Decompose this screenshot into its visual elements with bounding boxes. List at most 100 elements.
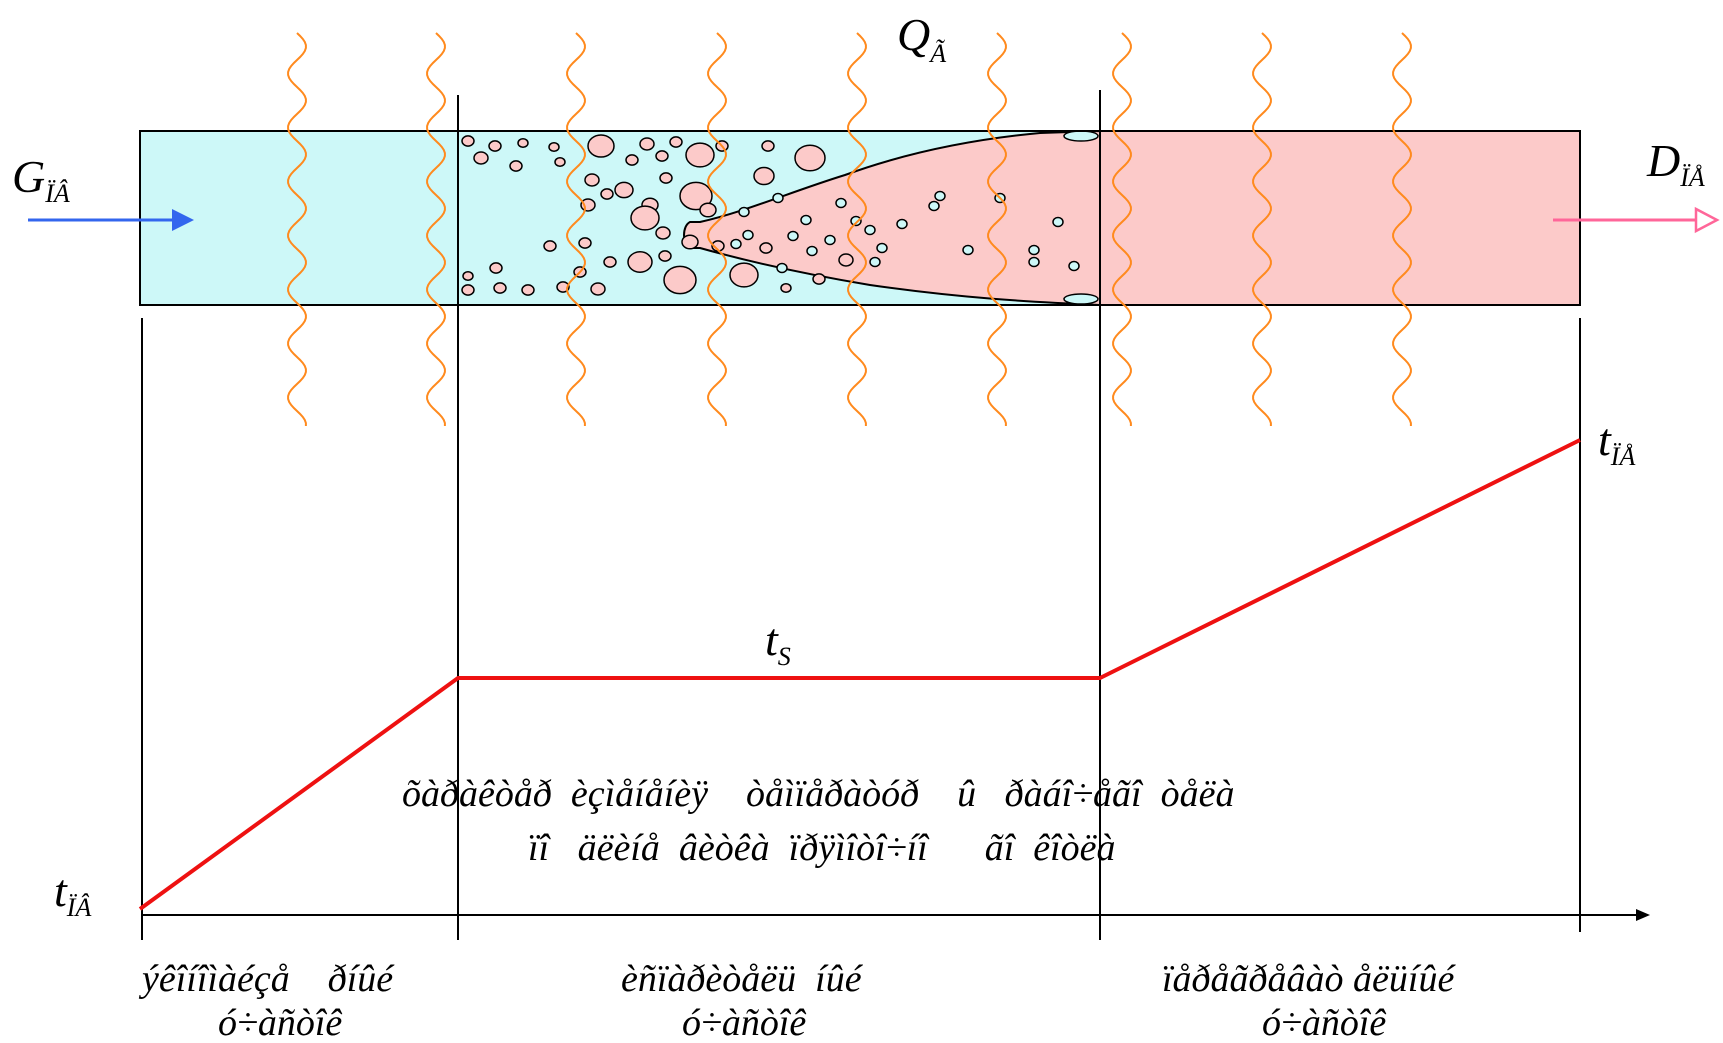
water-droplet — [1028, 244, 1040, 256]
steam-bubble — [517, 138, 529, 148]
evaporator-section-label-line2: ó÷àñòîê — [682, 1002, 806, 1043]
axis-arrowhead-icon — [1636, 909, 1650, 921]
steam-bubble — [554, 157, 566, 167]
steam-bubble — [603, 256, 617, 268]
steam-bubble — [462, 271, 474, 281]
steam-bubble — [655, 226, 671, 240]
steam-bubble — [838, 253, 854, 267]
water-droplet — [776, 262, 788, 274]
water-droplet — [824, 234, 836, 246]
water-droplet — [835, 197, 847, 209]
steam-bubble — [461, 284, 475, 296]
water-droplet — [730, 238, 742, 250]
temperature-profile-line — [138, 438, 1581, 911]
steam-zone — [1100, 131, 1580, 305]
steam-bubble — [659, 172, 673, 184]
steam-bubble — [663, 265, 697, 295]
outlet-flow-label: DÏÅ — [1646, 135, 1705, 192]
heat-wave-icon — [1112, 32, 1132, 426]
steam-bubble — [669, 136, 683, 148]
steam-bubble — [600, 188, 614, 200]
water-droplet — [772, 192, 784, 204]
water-droplet — [850, 215, 862, 227]
water-droplet — [1028, 256, 1040, 268]
water-droplet — [742, 229, 754, 241]
section-dividers — [141, 90, 1581, 940]
water-droplet — [1068, 260, 1080, 272]
economizer-section-label-line1: ýêîíîìàéçå ðíûé — [138, 958, 395, 1000]
steam-bubble — [580, 198, 596, 212]
steam-bubble — [473, 151, 489, 165]
steam-bubble — [685, 142, 715, 168]
steam-bubble — [461, 135, 475, 147]
steam-bubble — [556, 281, 570, 293]
evaporator-section-label-line1: èñïàðèòåëü íûé — [621, 958, 864, 1000]
steam-bubble — [780, 283, 792, 293]
water-droplet — [962, 244, 974, 256]
heat-waves — [287, 32, 1412, 426]
heat-wave-icon — [847, 32, 867, 426]
water-droplet — [876, 242, 888, 254]
heat-wave-icon — [1252, 32, 1272, 426]
water-droplet — [806, 245, 818, 257]
superheater-section-label-line1: ïåðåãðåâàò åëüíûé — [1162, 958, 1456, 1000]
steam-bubble — [521, 284, 535, 296]
heat-label: QÃ — [897, 9, 946, 68]
heat-wave-icon — [566, 32, 586, 426]
steam-bubble — [794, 144, 826, 172]
water-droplet — [869, 256, 881, 268]
water-droplet — [934, 190, 946, 202]
steam-bubble — [488, 140, 502, 152]
water-droplet — [1052, 216, 1064, 228]
inlet-flow-label: GÏÂ — [12, 151, 70, 208]
caption-line-1: õàðàêòåð èçìåíåíèÿ òåìïåðàòóð û ðàáî÷åãî… — [402, 773, 1234, 815]
steam-bubble — [493, 282, 507, 294]
water-droplet — [864, 224, 876, 236]
heat-wave-icon — [987, 32, 1007, 426]
steam-bubble — [489, 262, 503, 274]
tube — [139, 129, 1581, 307]
steam-bubble — [759, 242, 773, 254]
steam-bubble — [590, 282, 606, 296]
outlet-arrow-icon — [1553, 206, 1720, 234]
length-axis — [142, 909, 1650, 921]
steam-bubble — [543, 240, 557, 252]
heat-wave-icon — [707, 32, 727, 426]
steam-bubble — [625, 154, 639, 166]
steam-bubble — [614, 181, 634, 199]
steam-bubble — [681, 234, 699, 250]
steam-bubble — [578, 237, 592, 249]
water-droplet — [787, 230, 799, 242]
steam-bubble — [679, 181, 713, 211]
steam-bubbles — [461, 130, 1099, 305]
water-droplet — [896, 218, 908, 230]
heat-wave-icon — [1392, 32, 1412, 426]
heat-wave-icon — [426, 32, 446, 426]
water-droplet — [738, 206, 750, 218]
inlet-temperature-label: tÏÂ — [54, 865, 91, 922]
water-droplet — [800, 214, 812, 226]
steam-bubble — [587, 134, 615, 158]
steam-bubble — [655, 150, 669, 162]
steam-bubble — [639, 137, 655, 151]
water-film — [1063, 130, 1099, 142]
steam-bubble — [699, 202, 717, 218]
water-droplet — [928, 200, 940, 212]
steam-bubble — [630, 205, 660, 231]
water-film — [1063, 293, 1099, 305]
steam-bubble — [627, 251, 653, 273]
inlet-arrow-icon — [28, 209, 194, 231]
saturation-temperature-label: tS — [765, 614, 791, 671]
steam-bubble — [761, 140, 775, 152]
outlet-temperature-label: tÏÅ — [1598, 414, 1635, 471]
steam-bubble — [812, 273, 826, 285]
steam-bubble — [658, 250, 672, 262]
superheater-section-label-line2: ó÷àñòîê — [1262, 1002, 1386, 1043]
economizer-section-label-line2: ó÷àñòîê — [218, 1002, 342, 1043]
steam-bubble — [729, 262, 759, 288]
steam-bubble — [753, 166, 775, 186]
steam-bubble — [584, 173, 600, 187]
heat-wave-icon — [287, 32, 307, 426]
steam-bubble — [509, 160, 523, 172]
